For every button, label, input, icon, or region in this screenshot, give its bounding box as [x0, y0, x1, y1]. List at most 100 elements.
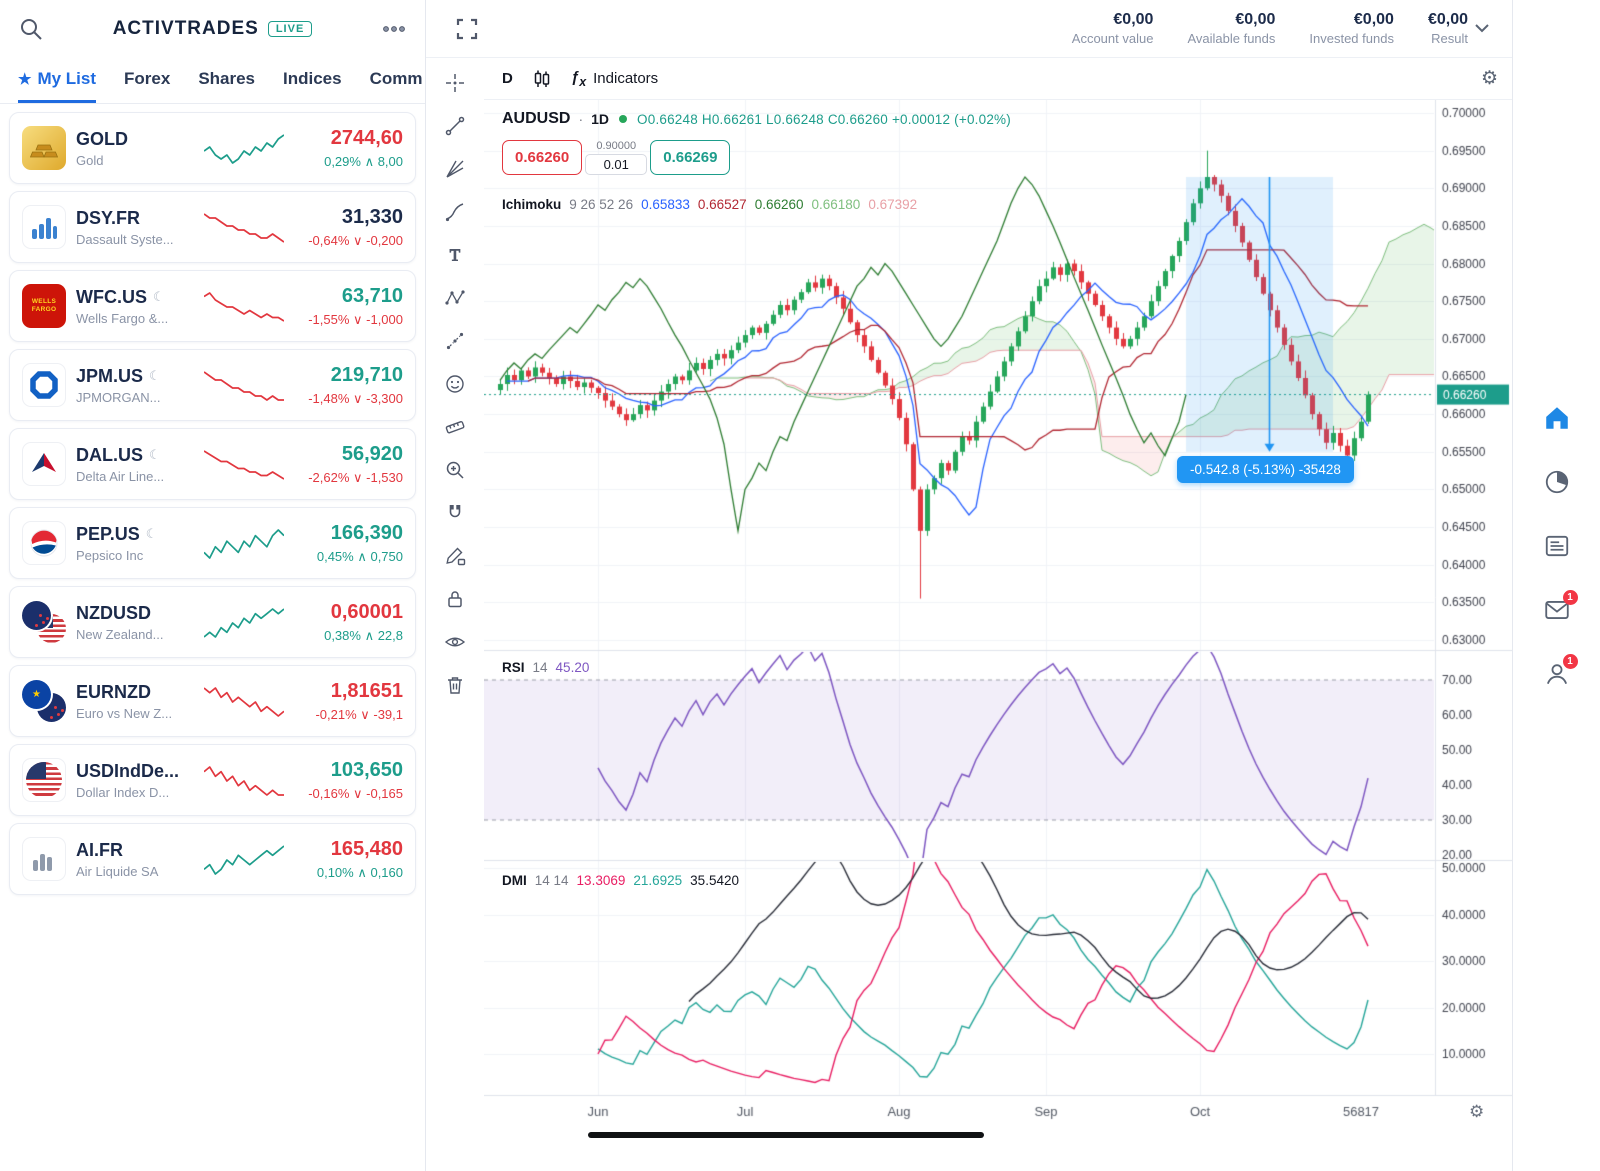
trade-amount-value[interactable]: 0.01	[585, 154, 648, 175]
instrument-price: 2744,60	[330, 126, 403, 149]
hide-drawings-icon[interactable]	[440, 629, 470, 655]
watchlist-item-gold[interactable]: GOLD Gold 2744,60 0,29% ∧ 8,00	[9, 112, 416, 184]
indicator-value: 0.65833	[641, 197, 690, 212]
instrument-change: 0,29% ∧ 8,00	[324, 153, 403, 169]
watchlist-tab-indices[interactable]: Indices	[283, 69, 342, 88]
home-indicator-bar[interactable]	[588, 1132, 984, 1138]
crosshair-icon[interactable]	[440, 70, 470, 96]
indicator-value: 0.66527	[697, 197, 747, 212]
market-closed-moon-icon: ☾	[145, 526, 158, 541]
mail-button[interactable]: 1	[1541, 590, 1578, 626]
watchlist-tab-my-list[interactable]: ★ My List	[18, 58, 97, 103]
indicator-value: 0.66180	[811, 197, 861, 212]
instrument-price: 165,480	[330, 837, 403, 860]
brush-icon[interactable]	[440, 199, 470, 225]
right-rail: 1 1	[1512, 0, 1600, 1171]
trade-amount-widget[interactable]: 0.90000 0.01	[585, 140, 648, 175]
home-button[interactable]	[1541, 402, 1573, 434]
indicator-value: 21.6925	[633, 873, 683, 888]
instrument-symbol: EURNZD	[76, 681, 151, 702]
watchlist-item-aifr[interactable]: AI.FR Air Liquide SA 165,480 0,10% ∧ 0,160	[9, 823, 416, 895]
watchlist-tab-comm[interactable]: Comm	[369, 69, 423, 88]
sell-button[interactable]: 0.66260	[502, 140, 583, 175]
dmi-legend[interactable]: DMI 14 14 13.3069 21.6925 35.5420	[502, 873, 739, 888]
market-open-dot	[619, 115, 628, 123]
watchlist-item-usdindde[interactable]: USDIndDe... Dollar Index D... 103,650 -0,16…	[9, 744, 416, 816]
instrument-price: 1,81651	[330, 679, 403, 702]
instrument-change: 0,10% ∧ 0,160	[316, 864, 403, 880]
measure-ruler-icon[interactable]	[440, 414, 470, 440]
star-icon: ★	[18, 71, 32, 88]
candle-style-icon[interactable]	[531, 68, 553, 90]
watchlist-item-eurnzd[interactable]: EURNZD Euro vs New Z... 1,81651 -0,21% ∨ -3…	[9, 665, 416, 737]
instrument-name: Wells Fargo &...	[76, 310, 169, 326]
measure-tooltip: -0.542.8 (-5.13%) -35428	[1177, 456, 1354, 483]
overflow-menu-icon[interactable]	[379, 16, 409, 42]
remove-drawings-icon[interactable]	[440, 672, 470, 698]
ichimoku-legend[interactable]: Ichimoku 9 26 52 26 0.65833 0.66527 0.6626…	[502, 197, 918, 212]
indicators-button[interactable]: ƒx Indicators	[570, 68, 659, 89]
text-tool-icon[interactable]: T	[440, 242, 470, 268]
instrument-price: 56,920	[341, 442, 403, 465]
contacts-button[interactable]: 1	[1541, 654, 1578, 690]
sparkline	[204, 608, 284, 638]
trend-line-icon[interactable]	[440, 113, 470, 139]
instrument-change: 0,45% ∧ 0,750	[316, 548, 403, 564]
news-button[interactable]	[1541, 530, 1573, 562]
fullscreen-icon[interactable]	[452, 16, 482, 42]
watchlist-tab-shares[interactable]: Shares	[198, 69, 256, 88]
indicator-value: 0.66260	[754, 197, 804, 212]
watchlist-item-wfcus[interactable]: WELLS FARGO WFC.US ☾ Wells Fargo &... 63,710 -…	[9, 270, 416, 342]
watchlist-item-dalus[interactable]: DAL.US ☾ Delta Air Line... 56,920 -2,62% ∨ -…	[9, 428, 416, 500]
drawing-pencil-lock-icon[interactable]	[440, 543, 470, 569]
instrument-change: -0,16% ∨ -0,165	[308, 785, 403, 801]
instrument-name: New Zealand...	[76, 626, 164, 642]
watchlist-tabs: ★ My List Forex Shares Indices Comm	[0, 58, 425, 104]
eur-nzd-flags-icon	[22, 679, 66, 723]
rsi-legend[interactable]: RSI 14 45.20	[502, 660, 590, 675]
instrument-symbol: PEP.US ☾	[76, 523, 158, 544]
instrument-symbol: AI.FR	[76, 839, 123, 860]
watchlist-item-pepus[interactable]: PEP.US ☾ Pepsico Inc 166,390 0,45% ∧ 0,750	[9, 507, 416, 579]
chart-toolbar: D ƒx Indicators ⚙	[484, 58, 1512, 100]
instrument-change: 0,38% ∧ 22,8	[324, 627, 403, 643]
svg-text:T: T	[450, 246, 461, 265]
watchlist-item-jpmus[interactable]: JPM.US ☾ JPMORGAN... 219,710 -1,48% ∨ -3,300	[9, 349, 416, 421]
account-top-bar: €0,00 Account value €0,00 Available funds €0…	[426, 0, 1512, 58]
air-liquide-icon	[22, 837, 66, 881]
instrument-change: -0,64% ∨ -0,200	[308, 232, 403, 248]
price-chart-canvas[interactable]	[484, 100, 1512, 1171]
portfolio-pie-button[interactable]	[1541, 466, 1573, 498]
timeframe-button[interactable]: D	[502, 70, 513, 87]
watchlist-item-dsyfr[interactable]: DSY.FR Dassault Syste... 31,330 -0,64% ∨ -0…	[9, 191, 416, 263]
zoom-in-icon[interactable]	[440, 457, 470, 483]
axis-settings-gear-icon[interactable]: ⚙	[1469, 1102, 1485, 1121]
lock-all-icon[interactable]	[440, 586, 470, 612]
market-closed-moon-icon: ☾	[153, 289, 165, 304]
instrument-name: Delta Air Line...	[76, 468, 165, 484]
emoji-icon[interactable]	[440, 371, 470, 397]
watchlist-header: ActivTrades LIVE	[0, 0, 425, 58]
sparkline	[204, 845, 284, 875]
dassault-icon	[22, 205, 66, 249]
buy-button[interactable]: 0.66269	[650, 140, 731, 175]
gann-fan-icon[interactable]	[440, 156, 470, 182]
market-closed-moon-icon: ☾	[149, 368, 161, 383]
chevron-down-icon[interactable]	[1474, 20, 1490, 38]
nzd-usd-flags-icon	[22, 600, 66, 644]
xabcd-pattern-icon[interactable]	[440, 285, 470, 311]
magnet-icon[interactable]	[440, 500, 470, 526]
watchlist-item-nzdusd[interactable]: NZDUSD New Zealand... 0,60001 0,38% ∧ 22,8	[9, 586, 416, 658]
instrument-symbol: DAL.US ☾	[76, 444, 161, 465]
search-icon[interactable]	[16, 16, 46, 42]
forecast-icon[interactable]	[440, 328, 470, 354]
watchlist-tab-forex[interactable]: Forex	[124, 69, 171, 88]
instrument-change: -0,21% ∨ -39,1	[315, 706, 403, 722]
chart-column: D ƒx Indicators ⚙ AUDUSD · 1D	[484, 58, 1512, 1171]
settings-gear-icon[interactable]: ⚙	[1480, 68, 1498, 89]
instrument-name: Dollar Index D...	[76, 784, 170, 800]
sparkline	[204, 371, 284, 401]
instrument-change: -1,48% ∨ -3,300	[308, 390, 403, 406]
instrument-symbol: JPM.US ☾	[76, 365, 161, 386]
